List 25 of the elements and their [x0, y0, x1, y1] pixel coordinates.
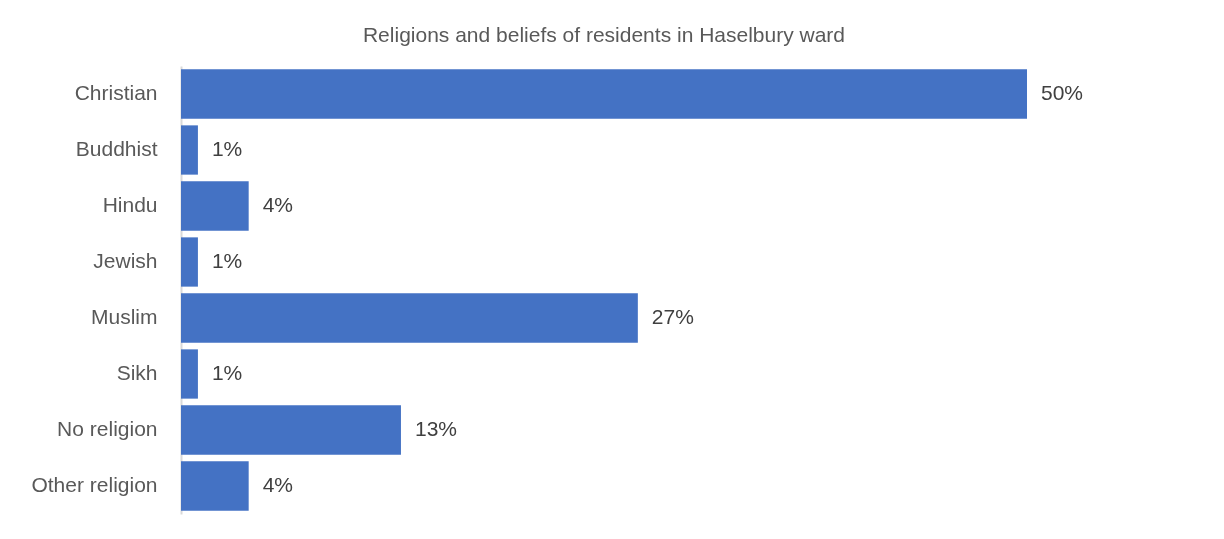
y-tick-label: Christian [74, 81, 158, 104]
y-tick-label: No religion [57, 417, 158, 440]
bar [181, 181, 249, 231]
bar [181, 293, 638, 343]
data-label: 13% [414, 417, 457, 440]
y-tick-label: Buddhist [75, 137, 158, 160]
data-label: 27% [651, 305, 694, 328]
y-tick-label: Jewish [93, 249, 158, 272]
y-tick-label: Hindu [102, 193, 158, 216]
bar [181, 69, 1027, 119]
data-label: 4% [262, 473, 294, 496]
data-label: 50% [1041, 81, 1084, 104]
data-label: 1% [211, 137, 243, 160]
y-tick-label: Sikh [116, 361, 158, 384]
bar [181, 349, 198, 399]
bar [181, 405, 401, 455]
y-tick-label: Other religion [31, 473, 158, 496]
data-label: 4% [262, 193, 294, 216]
bar [181, 237, 198, 287]
bar [181, 461, 249, 511]
data-label: 1% [211, 361, 243, 384]
y-tick-label: Muslim [91, 305, 158, 328]
chart-title: Religions and beliefs of residents in Haselbury ward [362, 23, 846, 46]
data-label: 1% [211, 249, 243, 272]
bar [181, 125, 198, 175]
